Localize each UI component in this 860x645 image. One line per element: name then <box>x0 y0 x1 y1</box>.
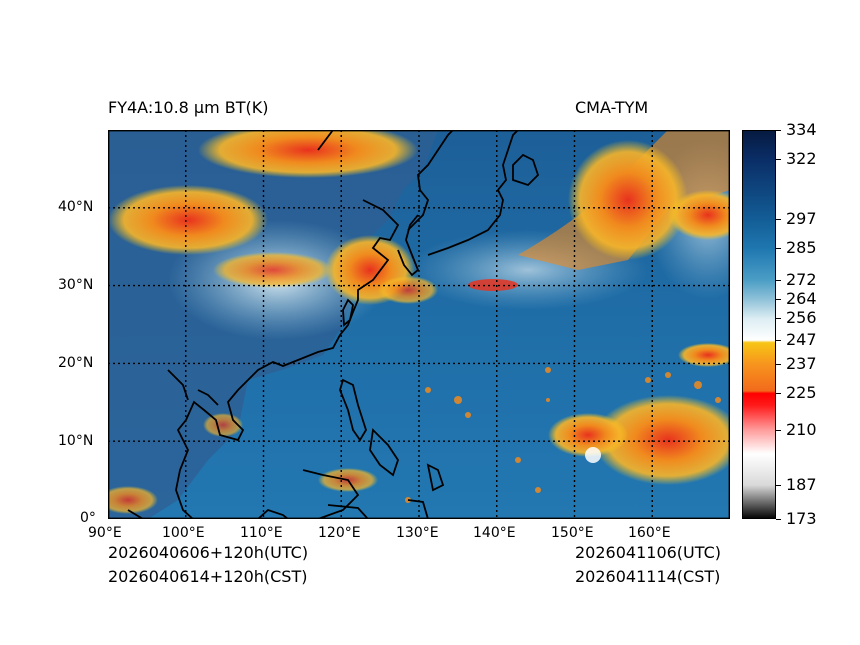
lat-tick-label: 10°N <box>58 433 94 449</box>
colorbar-tick-mark <box>776 485 781 487</box>
colorbar-tick-label: 173 <box>786 509 817 528</box>
valid-time-cst: 2026041114(CST) <box>575 567 721 586</box>
lon-tick-label: 160°E <box>628 525 671 541</box>
map-border <box>108 130 730 519</box>
colorbar-tick-mark <box>776 158 781 160</box>
cloud-system <box>108 486 158 514</box>
colorbar-tick-mark <box>776 248 781 250</box>
colorbar-tick-mark <box>776 519 781 520</box>
cloud-system <box>213 252 333 288</box>
valid-time-utc: 2026041106(UTC) <box>575 543 721 562</box>
lon-tick-label: 140°E <box>473 525 516 541</box>
colorbar-tick-label: 272 <box>786 269 817 289</box>
colorbar-tick-label: 187 <box>786 475 817 495</box>
colorbar-tick-label: 247 <box>786 330 817 350</box>
source-label: CMA-TYM <box>575 98 649 117</box>
lat-tick-label: 20°N <box>58 355 94 371</box>
lon-tick-label: 110°E <box>240 525 283 541</box>
colorbar-tick-mark <box>776 340 781 342</box>
colorbar-tick-label: 322 <box>786 148 817 168</box>
lon-tick-label: 130°E <box>396 525 439 541</box>
colorbar-tick-mark <box>776 429 781 431</box>
colorbar-border <box>742 130 776 519</box>
lon-tick-label: 100°E <box>162 525 205 541</box>
lon-tick-label: 120°E <box>318 525 361 541</box>
cloud-system <box>668 190 730 240</box>
init-time-utc: 2026040606+120h(UTC) <box>108 543 309 562</box>
typhoon-cloud <box>548 413 628 457</box>
colorbar-tick-mark <box>776 364 781 366</box>
lat-tick-label: 0° <box>80 510 96 526</box>
cloud-system <box>678 343 730 367</box>
colorbar-tick-mark <box>776 130 781 131</box>
lon-tick-label: 150°E <box>551 525 594 541</box>
colorbar-tick-label: 225 <box>786 383 817 403</box>
coastlines <box>127 130 540 519</box>
lat-tick-label: 40°N <box>58 199 94 215</box>
lat-tick-label: 30°N <box>58 277 94 293</box>
graticule <box>108 130 730 519</box>
colorbar-tick-label: 264 <box>786 289 817 309</box>
init-time-cst: 2026040614+120h(CST) <box>108 567 308 586</box>
colorbar-gradient <box>742 130 776 519</box>
colorbar-tick-mark <box>776 219 781 221</box>
colorbar-tick-label: 334 <box>786 120 817 139</box>
typhoon-cloud <box>593 395 730 485</box>
lon-tick-label: 90°E <box>88 525 122 541</box>
colorbar-tick-mark <box>776 299 781 301</box>
colorbar <box>742 130 776 519</box>
colorbar-tick-mark <box>776 393 781 395</box>
product-title: FY4A:10.8 µm BT(K) <box>108 98 269 117</box>
colorbar-tick-label: 256 <box>786 308 817 328</box>
cloud-system <box>198 130 418 178</box>
colorbar-tick-mark <box>776 279 781 281</box>
colorbar-tick-label: 237 <box>786 354 817 374</box>
colorbar-tick-label: 210 <box>786 419 817 439</box>
cloud-system <box>568 140 688 260</box>
colorbar-tick-label: 297 <box>786 209 817 229</box>
cloud-system <box>378 276 438 304</box>
typhoon-eye <box>585 447 601 463</box>
satellite-map <box>108 130 730 519</box>
scattered-convection <box>405 367 721 503</box>
colorbar-tick-mark <box>776 318 781 320</box>
cloud-system <box>108 185 268 255</box>
colorbar-tick-label: 285 <box>786 238 817 258</box>
